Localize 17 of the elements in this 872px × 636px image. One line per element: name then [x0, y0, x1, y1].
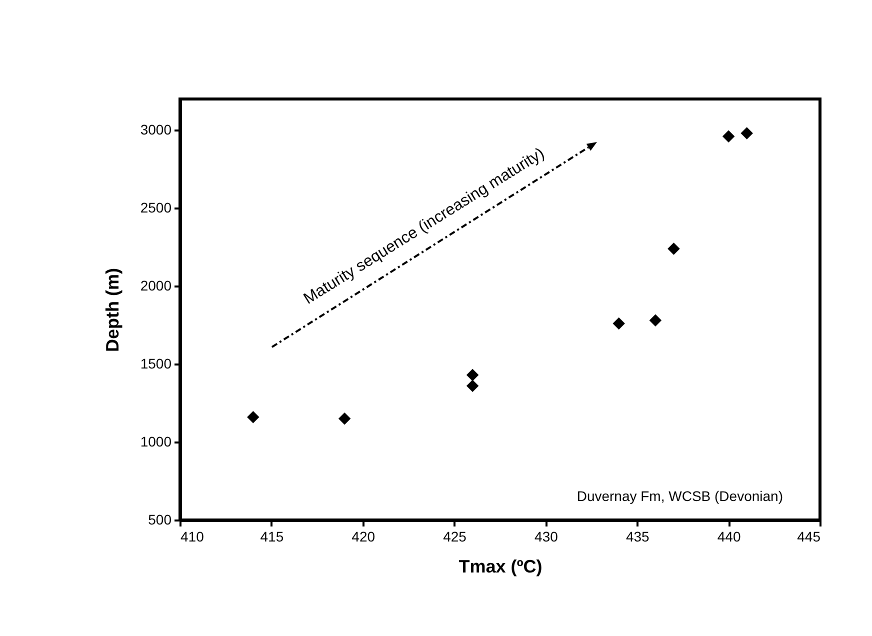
- y-tick-label: 2000: [140, 278, 172, 294]
- y-tick-label: 1000: [140, 434, 172, 450]
- x-tick-label: 420: [352, 528, 376, 544]
- x-tick-label: 410: [180, 528, 204, 544]
- x-axis-title: Tmax (ºC): [458, 556, 542, 576]
- y-axis-title: Depth (m): [102, 268, 122, 352]
- y-tick-label: 1500: [140, 356, 172, 372]
- annotation: Duvernay Fm, WCSB (Devonian): [576, 488, 783, 504]
- x-tick-label: 445: [797, 528, 821, 544]
- y-tick-label: 3000: [140, 122, 172, 138]
- y-tick-label: 500: [148, 512, 172, 528]
- x-tick-label: 435: [626, 528, 650, 544]
- x-tick-label: 440: [717, 528, 741, 544]
- x-tick-label: 425: [443, 528, 467, 544]
- x-tick-label: 430: [534, 528, 558, 544]
- x-tick-label: 415: [260, 528, 284, 544]
- y-tick-label: 2500: [140, 200, 172, 216]
